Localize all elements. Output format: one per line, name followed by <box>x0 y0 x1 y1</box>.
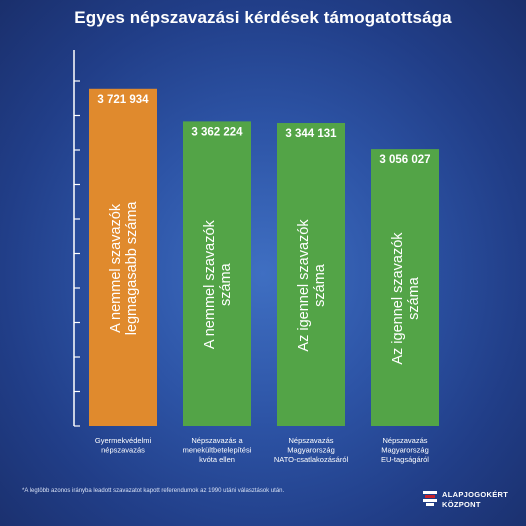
logo-mark-icon <box>423 491 437 506</box>
value-label: 3 056 027 <box>379 154 430 166</box>
value-label: 3 344 131 <box>285 128 337 140</box>
bar-inner-label: A nemmel szavazókszáma <box>202 219 234 349</box>
bar <box>277 123 345 426</box>
bar <box>371 149 439 427</box>
bar-inner-label: A nemmel szavazóklegmagasabb száma <box>108 201 140 336</box>
category-label: Népszavazás Magyarország NATO-csatlakozásá… <box>274 436 349 464</box>
category-label-line: NATO-csatlakozásáról <box>274 455 349 464</box>
value-label: 3 721 934 <box>97 94 149 106</box>
bar-inner-label-line: száma <box>406 276 422 320</box>
bar-inner-label-line: száma <box>312 263 328 307</box>
chart-title: Egyes népszavazási kérdések támogatottsá… <box>74 8 452 27</box>
bar <box>89 88 157 426</box>
bar-inner-label-line: Az igennel szavazók <box>390 232 406 365</box>
bar-inner-label: Az igennel szavazókszáma <box>390 232 422 365</box>
bar-inner-label-line: Az igennel szavazók <box>296 219 312 352</box>
bar-inner-label: Az igennel szavazókszáma <box>296 219 328 352</box>
value-label: 3 362 224 <box>191 126 243 138</box>
category-label-line: kvóta ellen <box>199 455 235 464</box>
category-label: Népszavazás a menekültbetelepítési kvóta e… <box>183 436 252 464</box>
bar <box>183 121 251 427</box>
category-label-line: Magyarország <box>287 446 335 455</box>
category-label-line: népszavazás <box>101 446 145 455</box>
category-label-line: EU-tagságáról <box>381 455 429 464</box>
footnote: *A legtöbb azonos irányba leadott szavaz… <box>22 488 285 494</box>
bar-inner-label-line: száma <box>218 262 234 306</box>
category-label-line: menekültbetelepítési <box>183 446 252 455</box>
category-label-line: Magyarország <box>381 446 429 455</box>
bar-inner-label-line: legmagasabb száma <box>124 201 140 336</box>
category-label: Népszavazás Magyarország EU-tagságáról <box>381 436 429 464</box>
logo-text: ALAPJOGOKÉRT KÖZPONT <box>442 490 508 510</box>
category-label-line: Népszavazás <box>288 436 333 445</box>
category-label-line: Népszavazás a <box>191 436 243 445</box>
category-label-line: Népszavazás <box>382 436 427 445</box>
category-label-line: Gyermekvédelmi <box>95 436 152 445</box>
bar-inner-label-line: A nemmel szavazók <box>202 219 218 349</box>
logo-line2: KÖZPONT <box>442 500 481 509</box>
category-label: Gyermekvédelmi népszavazás <box>95 436 152 455</box>
bar-inner-label-line: A nemmel szavazók <box>108 203 124 333</box>
alapjogokert-kozpont-logo: ALAPJOGOKÉRT KÖZPONT <box>422 487 518 517</box>
logo-line1: ALAPJOGOKÉRT <box>442 490 509 499</box>
